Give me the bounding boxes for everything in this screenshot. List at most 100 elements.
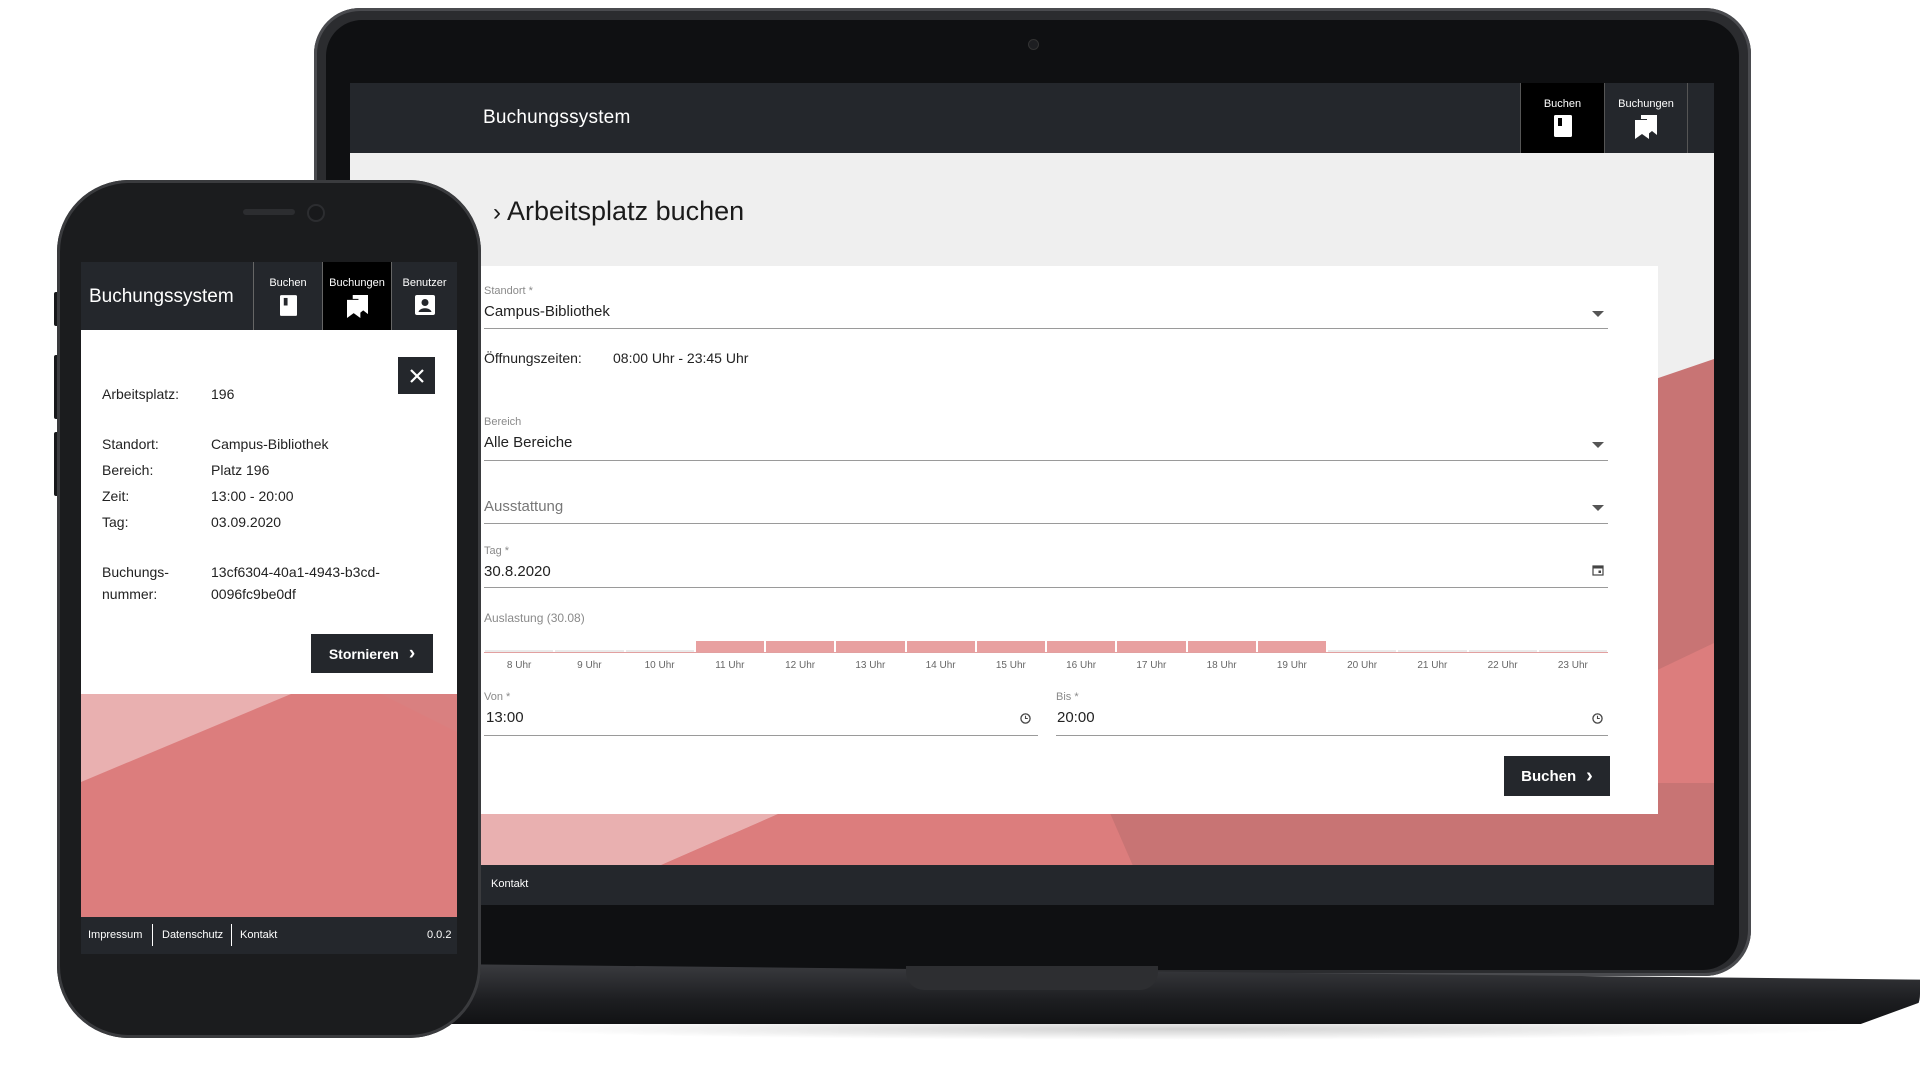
chevron-right-icon: › xyxy=(493,199,501,226)
calendar-icon[interactable] xyxy=(1592,564,1604,576)
standort-select[interactable]: Campus-Bibliothek xyxy=(484,303,610,320)
nav-buchen[interactable]: Buchen xyxy=(1520,83,1604,153)
hours-value: 08:00 Uhr - 23:45 Uhr xyxy=(613,350,749,366)
arbeitsplatz-value: 196 xyxy=(211,386,235,402)
hour-tick-label: 9 Uhr xyxy=(577,660,602,671)
von-input[interactable]: 13:00 xyxy=(486,709,524,726)
desktop-footer: Kontakt xyxy=(350,865,1714,905)
buchungsnummer-value-line2: 0096fc9be0df xyxy=(211,586,296,602)
booking-form-card xyxy=(480,266,1658,814)
nav-benutzer[interactable]: Benutzer xyxy=(391,262,457,330)
occupancy-bar xyxy=(695,641,764,652)
bookmarks-icon xyxy=(1635,115,1657,139)
laptop-camera xyxy=(1028,39,1039,50)
occupancy-bar xyxy=(836,641,905,652)
buchen-button[interactable]: Buchen › xyxy=(1504,756,1610,796)
hour-tick-label: 19 Uhr xyxy=(1276,660,1307,671)
occupancy-bar xyxy=(485,650,554,652)
standort-underline xyxy=(484,328,1608,329)
ausstattung-underline xyxy=(484,523,1608,524)
footer-kontakt-link[interactable]: Kontakt xyxy=(240,929,278,941)
hour-tick-label: 18 Uhr xyxy=(1206,660,1237,671)
hour-tick-label: 8 Uhr xyxy=(506,660,532,671)
nav-buchungen-label: Buchungen xyxy=(329,277,385,289)
tag-value: 03.09.2020 xyxy=(211,514,282,530)
hour-tick-label: 14 Uhr xyxy=(925,660,956,671)
von-underline xyxy=(484,735,1038,736)
zeit-label: Zeit: xyxy=(102,488,130,504)
bereich-select[interactable]: Alle Bereiche xyxy=(484,434,573,451)
book-icon xyxy=(279,295,297,316)
app-version: 0.0.2 xyxy=(427,929,452,941)
occupancy-bar xyxy=(766,641,835,652)
footer-divider xyxy=(231,924,232,946)
hour-tick-label: 13 Uhr xyxy=(855,660,886,671)
buchungsnummer-label-line2: nummer: xyxy=(102,586,158,602)
occupancy-bar xyxy=(1398,650,1467,652)
tag-underline xyxy=(484,587,1608,588)
nav-buchungen[interactable]: Buchungen xyxy=(322,262,391,330)
hours-label: Öffnungszeiten: xyxy=(484,350,582,366)
footer-kontakt-link[interactable]: Kontakt xyxy=(491,878,529,890)
nav-benutzer-label: Benutzer xyxy=(402,277,447,289)
tag-label: Tag * xyxy=(484,545,510,557)
chevron-down-icon[interactable] xyxy=(1592,311,1604,317)
buchen-button-label: Buchen xyxy=(1521,767,1577,785)
mobile-footer: Impressum Datenschutz Kontakt 0.0.2 xyxy=(81,917,457,954)
nav-buchungen[interactable]: Buchungen xyxy=(1604,83,1688,153)
bereich-value: Platz 196 xyxy=(211,462,270,478)
mobile-header: Buchungssystem Buchen Buchungen Benutzer xyxy=(81,262,457,330)
stornieren-button-label: Stornieren xyxy=(328,645,399,662)
hour-tick-label: 15 Uhr xyxy=(995,660,1026,671)
book-icon xyxy=(1553,115,1572,137)
bis-input[interactable]: 20:00 xyxy=(1057,709,1095,726)
bereich-label: Bereich: xyxy=(102,462,154,478)
hour-tick-label: 10 Uhr xyxy=(644,660,675,671)
app-title: Buchungssystem xyxy=(89,286,234,307)
standort-value: Campus-Bibliothek xyxy=(211,436,329,452)
chevron-down-icon[interactable] xyxy=(1592,442,1604,448)
hour-tick-label: 20 Uhr xyxy=(1347,660,1378,671)
app-title: Buchungssystem xyxy=(483,107,631,128)
stornieren-button[interactable]: Stornieren › xyxy=(311,634,433,673)
chevron-down-icon[interactable] xyxy=(1592,505,1604,511)
bereich-underline xyxy=(484,460,1608,461)
zeit-value: 13:00 - 20:00 xyxy=(211,488,294,504)
phone-speaker xyxy=(243,209,295,215)
phone-camera xyxy=(307,204,325,222)
mobile-app-screen: Buchungssystem Buchen Buchungen Benutzer xyxy=(81,262,457,954)
occupancy-bar xyxy=(1117,641,1186,652)
laptop-notch xyxy=(906,966,1158,990)
buchungsnummer-value-line1: 13cf6304-40a1-4943-b3cd- xyxy=(211,564,380,580)
close-icon xyxy=(409,368,424,383)
von-label: Von * xyxy=(484,691,511,703)
nav-buchen[interactable]: Buchen xyxy=(253,262,322,330)
standort-label: Standort: xyxy=(102,436,159,452)
footer-impressum-link[interactable]: Impressum xyxy=(88,929,143,941)
footer-datenschutz-link[interactable]: Datenschutz xyxy=(162,929,224,941)
tag-input[interactable]: 30.8.2020 xyxy=(484,563,551,580)
user-badge-icon xyxy=(414,295,435,315)
tag-label: Tag: xyxy=(102,514,129,530)
hour-tick-label: 22 Uhr xyxy=(1487,660,1518,671)
hour-tick-label: 17 Uhr xyxy=(1136,660,1167,671)
bereich-label: Bereich xyxy=(484,416,522,428)
bis-underline xyxy=(1056,735,1608,736)
nav-buchen-label: Buchen xyxy=(269,277,307,289)
chevron-right-icon: › xyxy=(408,643,416,664)
nav-buchen-label: Buchen xyxy=(1543,98,1582,110)
bookmarks-icon xyxy=(346,295,368,318)
occupancy-bar xyxy=(906,641,975,652)
ausstattung-select[interactable]: Ausstattung xyxy=(484,498,564,515)
background-shapes xyxy=(81,694,457,917)
occupancy-bar xyxy=(1328,650,1397,652)
close-button[interactable] xyxy=(398,357,435,394)
clock-icon[interactable] xyxy=(1592,713,1603,724)
arbeitsplatz-label: Arbeitsplatz: xyxy=(102,386,180,402)
page-title: › Arbeitsplatz buchen xyxy=(493,196,745,226)
clock-icon[interactable] xyxy=(1020,713,1031,724)
hour-tick-label: 16 Uhr xyxy=(1066,660,1097,671)
hour-tick-label: 11 Uhr xyxy=(715,660,745,671)
hour-tick-label: 23 Uhr xyxy=(1557,660,1588,671)
bis-label: Bis * xyxy=(1056,691,1079,703)
